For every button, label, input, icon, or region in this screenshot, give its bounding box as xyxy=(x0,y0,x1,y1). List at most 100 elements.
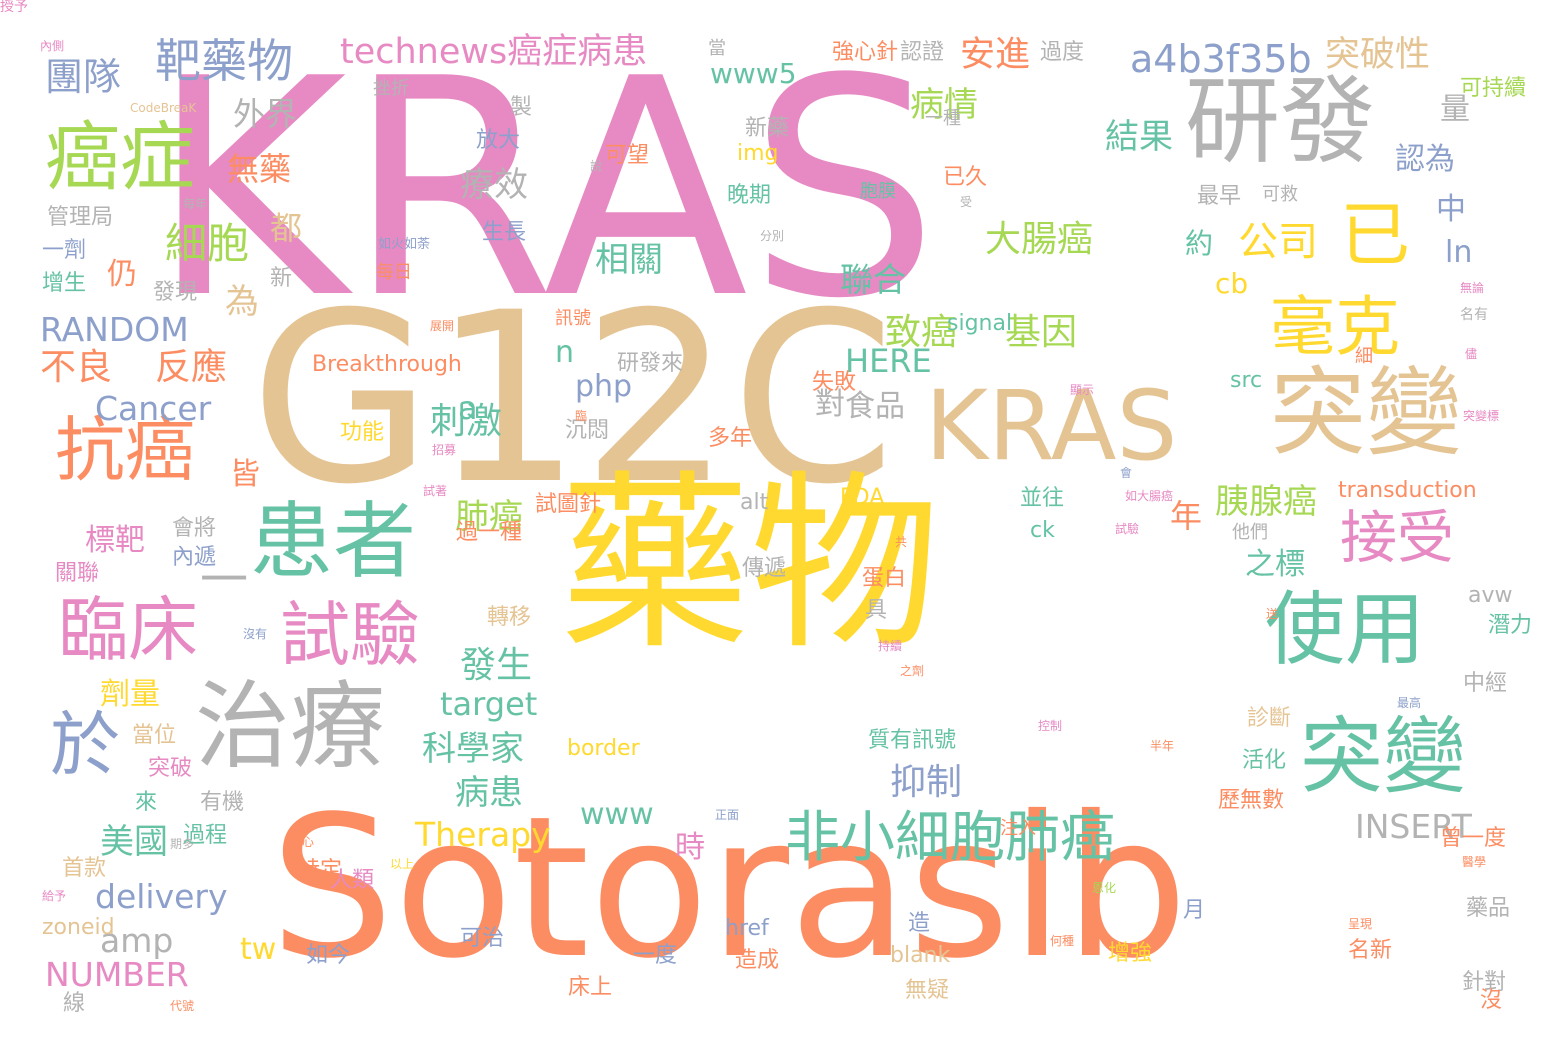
word-82: tw xyxy=(240,932,277,967)
word-42: INSERT xyxy=(1355,807,1472,846)
word-117: 診斷 xyxy=(1247,706,1292,731)
word-14: 試驗 xyxy=(280,594,420,676)
word-20: 非小細胞 xyxy=(785,805,1006,869)
word-175: 無論 xyxy=(1460,281,1485,295)
word-193: 控制 xyxy=(1038,719,1063,733)
word-114: avw xyxy=(1468,583,1513,608)
word-171: 說 xyxy=(590,159,603,173)
word-21: 肺癌 xyxy=(1005,805,1116,869)
word-172: 受 xyxy=(960,195,973,209)
word-2: G12C xyxy=(250,263,896,536)
word-76: target xyxy=(440,685,538,723)
word-96: signal xyxy=(947,311,1013,336)
word-80: www xyxy=(580,797,654,832)
word-64: n xyxy=(555,335,575,370)
word-105: transduction xyxy=(1338,478,1477,503)
word-98: 沉悶 xyxy=(565,418,610,443)
word-94: 新 xyxy=(270,266,293,291)
word-167: 訊號 xyxy=(555,308,591,329)
word-41: NUMBER xyxy=(45,955,189,994)
word-55: 都 xyxy=(270,209,303,247)
word-23: technews癌症病患 xyxy=(340,32,648,72)
word-53: 仍 xyxy=(107,257,137,292)
word-52: 無藥 xyxy=(227,150,292,188)
word-113: 轉移 xyxy=(487,605,532,630)
word-153: 強心針 xyxy=(832,40,899,65)
word-145: 內遞 xyxy=(172,545,217,570)
word-163: 可救 xyxy=(1262,184,1298,205)
word-144: 會將 xyxy=(172,516,217,541)
word-130: 造成 xyxy=(735,948,780,973)
word-19: 已 xyxy=(1340,194,1410,276)
word-165: 如火如荼 xyxy=(378,237,431,252)
word-170: 以上 xyxy=(390,857,415,871)
word-166: 每日 xyxy=(376,262,412,283)
word-192: 最高 xyxy=(1397,696,1422,710)
word-125: 月 xyxy=(1183,898,1206,923)
word-155: 過度 xyxy=(1040,40,1085,65)
word-107: 蛋白 xyxy=(862,566,907,591)
word-10: 使用 xyxy=(1265,583,1425,676)
word-51: 外界 xyxy=(233,95,298,133)
word-56: 相關 xyxy=(595,240,663,280)
word-29: 一 xyxy=(200,552,249,608)
word-115: 潛力 xyxy=(1488,613,1533,638)
word-49: 美國 xyxy=(100,822,168,862)
word-119: 歷無數 xyxy=(1218,788,1285,813)
word-44: 發生 xyxy=(460,645,533,686)
word-189: 送 xyxy=(1266,607,1279,621)
word-32: 致癌 xyxy=(885,312,958,353)
word-152: 當 xyxy=(708,38,726,59)
word-195: 期多 xyxy=(170,837,195,851)
word-122: 針對 xyxy=(1462,970,1507,995)
word-143: 過程 xyxy=(183,823,228,848)
word-33: 基因 xyxy=(1005,312,1078,353)
word-85: 晚期 xyxy=(727,183,772,208)
word-169: 臨 xyxy=(575,409,588,423)
word-57: 聯合 xyxy=(840,260,906,299)
word-186: 如大腸癌 xyxy=(1125,489,1174,503)
word-177: 細 xyxy=(1355,346,1373,367)
word-60: 結果 xyxy=(1105,117,1173,157)
word-81: 時 xyxy=(675,830,705,865)
word-168: 胞膜 xyxy=(860,181,896,202)
word-120: 曾一度 xyxy=(1440,826,1507,851)
word-79: 劑量 xyxy=(100,677,160,712)
word-190: 持續 xyxy=(878,639,903,653)
word-156: 可持續 xyxy=(1460,76,1527,101)
word-147: border xyxy=(567,736,640,761)
word-142: 當位 xyxy=(132,723,177,748)
word-102: 傳遞 xyxy=(742,556,787,581)
word-135: 特定 xyxy=(298,858,343,883)
word-71: 對 xyxy=(815,387,845,422)
word-54: 為 xyxy=(225,282,259,322)
word-185: 會 xyxy=(1120,466,1133,480)
word-11: 患者 xyxy=(250,493,416,590)
word-74: 年 xyxy=(1170,497,1203,535)
word-12: 癌症 xyxy=(45,113,196,201)
word-182: 試著 xyxy=(423,484,448,498)
word-137: zoneid xyxy=(42,915,115,940)
word-112: 過一種 xyxy=(456,520,523,545)
word-106: src xyxy=(1230,368,1263,393)
word-86: img xyxy=(737,141,779,166)
word-158: 內側 xyxy=(40,39,65,53)
word-154: 認證 xyxy=(900,40,945,65)
word-90: 管理局 xyxy=(47,205,114,230)
word-134: 人類 xyxy=(330,868,375,893)
word-67: 中 xyxy=(1436,192,1466,227)
word-132: 如今 xyxy=(306,943,351,968)
word-139: 來 xyxy=(135,790,158,815)
word-18: 接受 xyxy=(1340,505,1454,571)
word-59: 病情 xyxy=(910,85,978,125)
word-103: 並往 xyxy=(1020,486,1065,511)
word-15: 抗癌 xyxy=(55,409,195,491)
word-140: 有機 xyxy=(200,790,245,815)
word-63: php xyxy=(575,369,633,404)
word-92: 增生 xyxy=(42,271,87,296)
word-36: RANDOM xyxy=(40,310,189,349)
word-4: Sotorasib xyxy=(270,774,1189,1001)
word-65: a xyxy=(458,389,478,427)
word-25: 突破性 xyxy=(1325,35,1431,75)
